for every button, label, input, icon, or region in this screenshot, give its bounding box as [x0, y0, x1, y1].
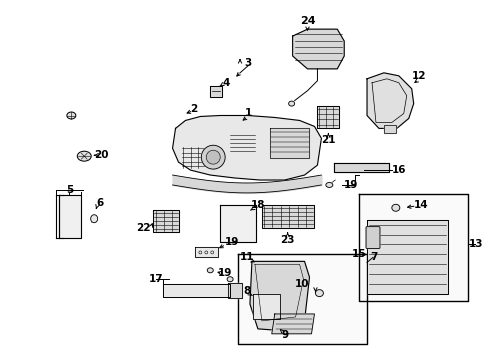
Bar — [383, 125, 395, 133]
Polygon shape — [152, 210, 178, 231]
Text: 10: 10 — [295, 279, 309, 289]
Text: 5: 5 — [65, 185, 73, 195]
Ellipse shape — [207, 268, 213, 273]
Polygon shape — [358, 194, 468, 301]
Polygon shape — [163, 284, 230, 297]
Text: 24: 24 — [299, 16, 315, 26]
FancyBboxPatch shape — [366, 227, 379, 248]
Text: 17: 17 — [148, 274, 163, 284]
Polygon shape — [238, 255, 366, 344]
Text: 12: 12 — [410, 71, 425, 81]
Polygon shape — [228, 283, 242, 298]
FancyArrowPatch shape — [238, 60, 241, 63]
Polygon shape — [366, 73, 413, 129]
Text: 15: 15 — [351, 249, 366, 260]
Ellipse shape — [90, 215, 98, 223]
Text: 16: 16 — [391, 165, 405, 175]
Polygon shape — [172, 116, 321, 180]
Text: 19: 19 — [343, 180, 358, 190]
Circle shape — [206, 150, 220, 164]
Polygon shape — [269, 129, 309, 158]
Polygon shape — [317, 105, 339, 129]
Text: 3: 3 — [244, 58, 251, 68]
Ellipse shape — [226, 277, 233, 282]
Ellipse shape — [315, 290, 323, 297]
Text: 11: 11 — [239, 252, 254, 262]
Polygon shape — [195, 247, 218, 257]
Polygon shape — [210, 86, 222, 96]
Ellipse shape — [391, 204, 399, 211]
Ellipse shape — [288, 101, 294, 106]
Text: 7: 7 — [369, 252, 377, 262]
Text: 13: 13 — [468, 239, 483, 249]
Text: 19: 19 — [224, 237, 239, 247]
Text: 14: 14 — [412, 200, 427, 210]
Ellipse shape — [67, 112, 76, 119]
Polygon shape — [249, 261, 309, 331]
Text: 8: 8 — [243, 286, 250, 296]
Polygon shape — [292, 29, 344, 69]
Text: 19: 19 — [218, 268, 232, 278]
Polygon shape — [366, 220, 447, 294]
Ellipse shape — [325, 183, 332, 188]
Text: 18: 18 — [250, 200, 264, 210]
Text: 9: 9 — [281, 330, 287, 340]
Text: 1: 1 — [244, 108, 251, 117]
Text: 4: 4 — [222, 78, 229, 88]
Text: 22: 22 — [136, 222, 151, 233]
Text: 20: 20 — [94, 150, 108, 160]
Polygon shape — [252, 294, 279, 319]
Polygon shape — [262, 205, 314, 228]
Text: 6: 6 — [96, 198, 103, 208]
Ellipse shape — [77, 151, 91, 161]
Polygon shape — [220, 205, 255, 242]
Polygon shape — [334, 163, 388, 172]
Bar — [383, 125, 395, 133]
Polygon shape — [271, 314, 314, 334]
Text: 21: 21 — [321, 135, 335, 145]
Text: 23: 23 — [280, 234, 294, 244]
Polygon shape — [60, 195, 81, 238]
Circle shape — [201, 145, 224, 169]
Text: 2: 2 — [189, 104, 197, 113]
